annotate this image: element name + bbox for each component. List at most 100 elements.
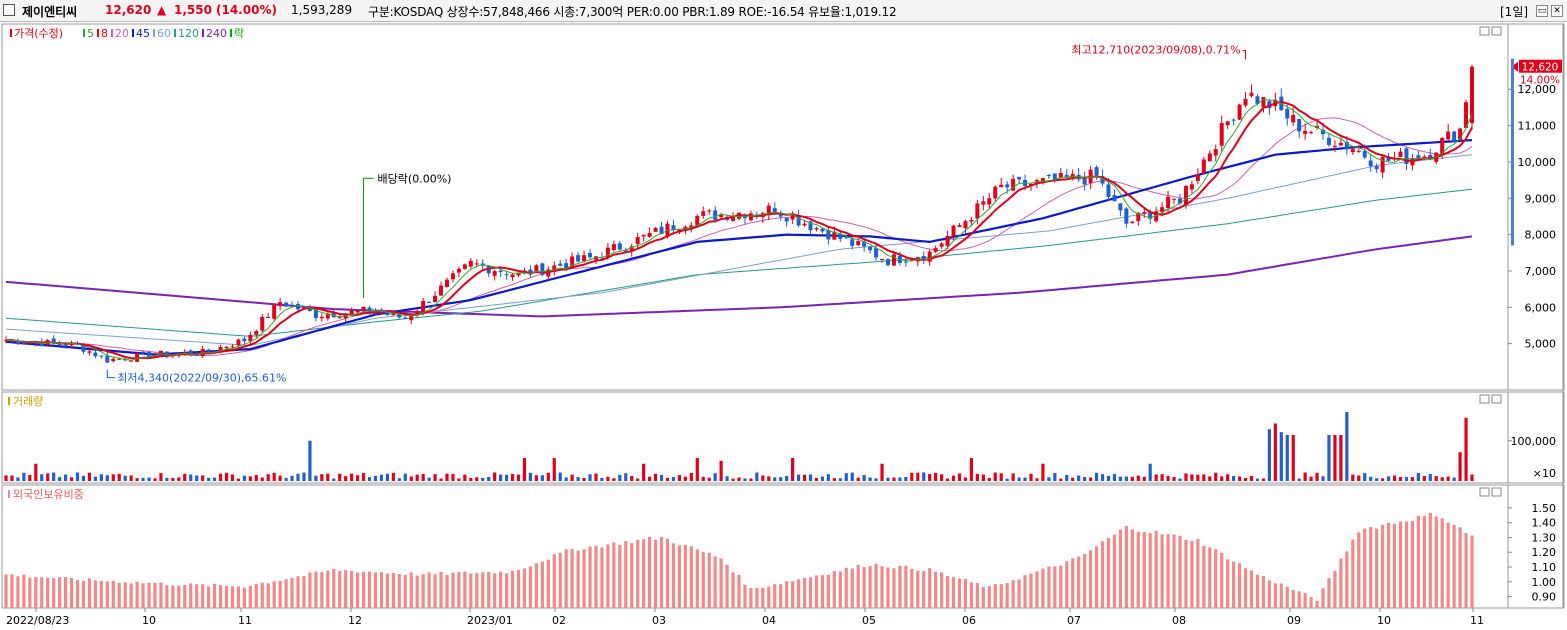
foreign-bar xyxy=(177,585,181,608)
foreign-bar xyxy=(1363,528,1367,608)
volume-bar xyxy=(922,472,926,481)
candle-body xyxy=(81,345,86,352)
candle-body xyxy=(1452,131,1457,142)
panel-maximize-icon xyxy=(1479,487,1490,497)
foreign-bar xyxy=(665,538,670,608)
foreign-bar xyxy=(850,568,854,608)
volume-bar xyxy=(832,478,836,481)
volume-bar xyxy=(1178,478,1182,481)
candle-body xyxy=(766,205,771,215)
candle-body xyxy=(534,265,539,273)
volume-bar xyxy=(463,474,467,481)
candle-body xyxy=(272,304,277,319)
candle-body xyxy=(653,227,658,232)
close-window-icon[interactable]: ✕ xyxy=(1551,5,1563,17)
foreign-bar xyxy=(1178,535,1182,608)
foreign-bar xyxy=(1279,583,1283,608)
foreign-bar xyxy=(129,583,133,608)
candle-body xyxy=(1440,138,1445,156)
candle-body xyxy=(719,214,724,218)
volume-panel-axis-frame xyxy=(1507,391,1565,484)
volume-bar xyxy=(123,475,127,481)
foreign-bar xyxy=(940,572,944,608)
foreign-bar xyxy=(743,584,747,608)
foreign-bar xyxy=(642,539,646,608)
candle-body xyxy=(1243,99,1248,106)
volume-bar xyxy=(159,473,163,481)
foreign-bar xyxy=(814,575,819,608)
foreign-bar xyxy=(141,583,145,608)
volume-bar xyxy=(999,473,1003,481)
foreign-bar xyxy=(1202,545,1206,608)
period-selector[interactable]: [1일] xyxy=(1500,5,1529,19)
foreign-bar xyxy=(1011,580,1015,608)
foreign-bar xyxy=(314,571,318,608)
volume-bar xyxy=(1047,477,1051,481)
candle-body xyxy=(790,215,795,220)
foreign-bar xyxy=(510,570,515,608)
volume-bar xyxy=(856,477,860,481)
foreign-bar xyxy=(844,567,848,608)
price-panel-axis-frame xyxy=(1507,23,1565,391)
select-checkbox[interactable] xyxy=(3,4,15,16)
candle-body xyxy=(576,255,581,262)
legend-label: 120 xyxy=(178,27,199,40)
candle-body xyxy=(93,352,98,357)
candle-body xyxy=(290,304,295,306)
volume-bar xyxy=(785,476,789,481)
candle-body xyxy=(903,261,908,263)
foreign-bar xyxy=(1345,551,1349,608)
foreign-bar xyxy=(236,586,241,608)
volume-bar xyxy=(278,475,282,481)
foreign-bar xyxy=(1214,549,1218,608)
volume-bar xyxy=(272,472,276,481)
volume-bar xyxy=(1202,474,1206,481)
candle-body xyxy=(1082,176,1087,185)
candle-body xyxy=(820,228,825,232)
restore-window-icon[interactable]: ▭ xyxy=(1536,5,1548,17)
foreign-bar xyxy=(785,581,789,608)
foreign-bar xyxy=(773,584,777,608)
volume-bar xyxy=(773,477,777,481)
foreign-bar xyxy=(1416,515,1420,608)
volume-bar xyxy=(445,473,449,481)
volume-bar xyxy=(165,477,169,481)
volume-bar xyxy=(1333,435,1337,481)
panel-close-icon xyxy=(1491,394,1502,404)
candle-body xyxy=(1470,66,1474,124)
foreign-bar xyxy=(1428,512,1432,608)
candle-body xyxy=(832,232,837,240)
volume-bar xyxy=(987,478,991,481)
foreign-bar xyxy=(856,564,860,608)
volume-bar xyxy=(808,474,813,481)
volume-bar xyxy=(332,478,336,481)
legend-swatch xyxy=(83,29,85,37)
foreign-tick-label: 1.00 xyxy=(1532,576,1557,589)
low-annotation: 최저4,340(2022/09/30),65.61% xyxy=(117,372,286,385)
volume-bar xyxy=(1351,474,1355,481)
candle-body xyxy=(212,351,217,353)
candle-body xyxy=(1309,131,1314,133)
legend-label: 8 xyxy=(101,27,108,40)
volume-bar xyxy=(314,475,318,481)
foreign-bar xyxy=(576,550,580,608)
volume-bar xyxy=(677,475,682,481)
foreign-bar xyxy=(1255,574,1260,608)
foreign-bars xyxy=(4,512,1474,608)
foreign-bar xyxy=(224,585,229,608)
candle-body xyxy=(570,256,575,267)
foreign-tick-label: 1.40 xyxy=(1532,517,1557,530)
price-tick-label: 7,000 xyxy=(1525,265,1557,278)
volume-bar xyxy=(540,475,544,481)
foreign-bar xyxy=(326,570,330,608)
candle-body xyxy=(1094,167,1099,176)
foreign-panel-axis-frame xyxy=(1507,484,1565,609)
volume-bar xyxy=(111,474,115,481)
volume-bar xyxy=(594,473,598,481)
foreign-bar xyxy=(904,565,908,608)
x-tick-label: 2022/08/23 xyxy=(6,614,69,627)
volume-bar xyxy=(499,474,503,481)
volume-bar xyxy=(1071,477,1075,481)
foreign-bar xyxy=(624,541,628,608)
foreign-bar xyxy=(1077,556,1081,608)
